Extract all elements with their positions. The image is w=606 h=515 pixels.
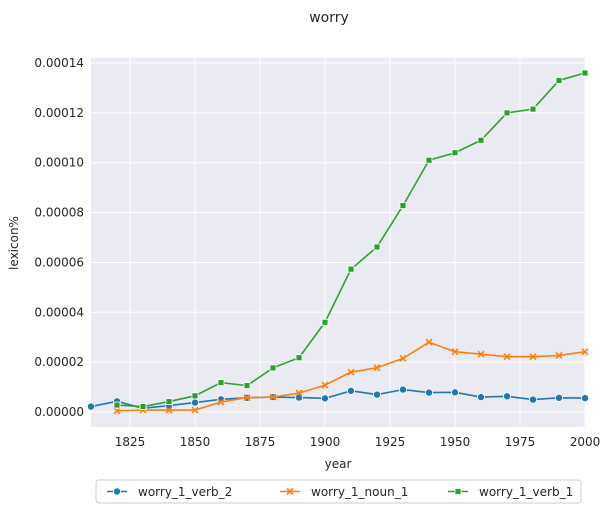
data-point — [373, 364, 381, 372]
data-point — [399, 202, 407, 210]
data-point — [581, 69, 589, 77]
y-tick-label: 0.00002 — [34, 355, 84, 369]
data-point — [139, 403, 147, 410]
legend-item: worry_1_noun_1 — [280, 485, 408, 499]
data-point — [321, 318, 329, 326]
data-point — [450, 388, 459, 397]
data-point — [165, 398, 173, 405]
legend-label: worry_1_noun_1 — [311, 485, 408, 499]
y-tick-label: 0.00004 — [34, 305, 84, 319]
legend-item: worry_1_verb_1 — [448, 485, 573, 499]
data-point — [243, 394, 251, 402]
plot-area — [91, 58, 585, 427]
data-point — [373, 243, 381, 251]
x-tick-label: 1925 — [375, 435, 406, 449]
data-point — [555, 393, 564, 402]
data-point — [269, 393, 277, 401]
x-tick-label: 1850 — [180, 435, 211, 449]
series-worry_1_noun_1 — [113, 338, 589, 415]
grid — [91, 58, 586, 427]
data-point — [581, 394, 590, 403]
y-tick-label: 0.00012 — [34, 106, 84, 120]
data-point — [372, 390, 381, 399]
data-point — [347, 265, 355, 273]
data-point — [555, 351, 563, 360]
data-point — [581, 348, 589, 356]
data-point — [425, 338, 433, 346]
data-point — [347, 368, 355, 376]
data-point — [503, 353, 511, 361]
data-point — [320, 394, 329, 403]
data-point — [217, 398, 225, 406]
data-point — [398, 385, 407, 394]
x-tick-label: 1975 — [505, 435, 536, 449]
data-point — [477, 350, 485, 358]
data-point — [243, 382, 251, 390]
data-point — [399, 354, 407, 363]
data-point — [113, 401, 121, 409]
data-point — [165, 406, 173, 414]
data-point — [191, 406, 199, 414]
data-point — [87, 402, 96, 411]
data-point — [477, 136, 485, 144]
legend-marker — [113, 487, 122, 496]
x-tick-label: 2000 — [570, 435, 601, 449]
data-point — [502, 392, 511, 401]
y-tick-label: 0.00006 — [34, 255, 84, 269]
x-tick-label: 1825 — [115, 435, 146, 449]
data-point — [529, 353, 537, 361]
y-tick-label: 0.00010 — [34, 156, 84, 170]
data-point — [217, 379, 225, 387]
data-point — [476, 393, 485, 402]
legend-marker — [454, 488, 462, 495]
data-point — [269, 364, 277, 372]
data-point — [190, 398, 199, 407]
series-layer — [87, 69, 590, 415]
legend-label: worry_1_verb_1 — [479, 485, 573, 499]
series-worry_1_verb_1 — [113, 69, 589, 410]
x-tick-label: 1900 — [310, 435, 341, 449]
chart-title: worry — [309, 10, 349, 26]
x-tick-labels: 1825 1850 1875 1900 1925 1950 1975 2000 — [115, 435, 601, 449]
data-point — [555, 77, 563, 84]
y-axis-label: lexicon% — [7, 216, 21, 270]
data-point — [425, 156, 433, 164]
y-tick-label: 0.00008 — [34, 206, 84, 220]
legend-label: worry_1_verb_2 — [138, 485, 232, 499]
data-point — [451, 149, 459, 157]
legend-item: worry_1_verb_2 — [107, 485, 232, 499]
x-axis-label: year — [325, 457, 352, 471]
data-point — [529, 395, 538, 404]
data-point — [191, 392, 199, 400]
data-point — [424, 388, 433, 397]
data-point — [295, 354, 303, 362]
legend: worry_1_verb_2 worry_1_noun_1 worry_1_verb… — [95, 479, 582, 504]
data-point — [295, 389, 303, 397]
x-tick-label: 1950 — [440, 435, 471, 449]
x-tick-label: 1875 — [245, 435, 276, 449]
y-tick-label: 0.00000 — [34, 405, 84, 419]
data-point — [113, 407, 121, 415]
legend-marker — [286, 487, 294, 496]
data-point — [346, 386, 355, 395]
data-point — [451, 348, 459, 356]
y-tick-labels: 0.00000 0.00002 0.00004 0.00006 0.00008 0.000… — [34, 56, 84, 419]
series-line — [90, 388, 586, 410]
data-point — [529, 105, 537, 113]
data-point — [321, 381, 329, 389]
legend-frame — [95, 479, 582, 504]
data-point — [503, 109, 511, 117]
y-tick-label: 0.00014 — [34, 56, 84, 70]
